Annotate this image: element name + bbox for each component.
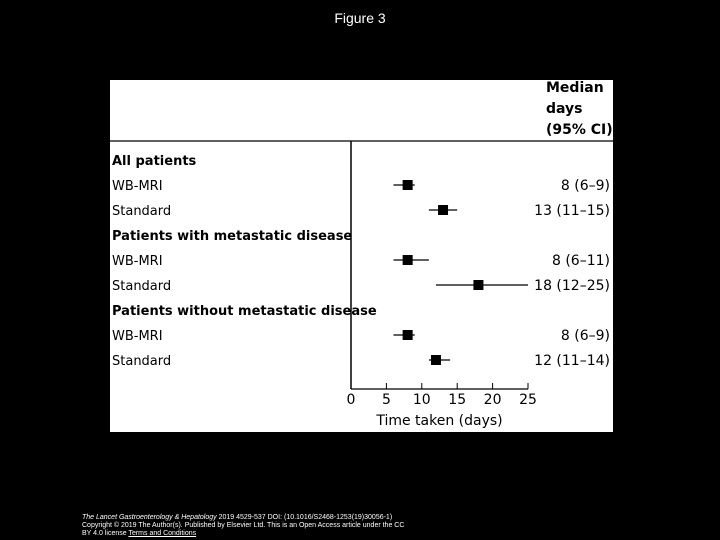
- row-label: Standard: [112, 204, 171, 219]
- group-heading: Patients without metastatic disease: [112, 304, 377, 319]
- group-heading: Patients with metastatic disease: [112, 229, 352, 244]
- citation-copyright: Copyright © 2019 The Author(s). Publishe…: [82, 522, 405, 529]
- x-tick-label: 15: [448, 392, 466, 408]
- x-tick-label: 5: [382, 392, 391, 408]
- median-marker: [402, 330, 413, 340]
- column-header-line: days: [546, 101, 583, 117]
- median-marker: [473, 280, 484, 290]
- slide-title: Figure 3: [334, 10, 386, 26]
- median-ci-value: 13 (11–15): [534, 203, 610, 219]
- citation: The Lancet Gastroenterology & Hepatology…: [82, 514, 502, 538]
- median-marker: [402, 255, 413, 265]
- x-tick-label: 10: [413, 392, 431, 408]
- median-ci-value: 12 (11–14): [534, 353, 610, 369]
- row-label: WB-MRI: [112, 179, 163, 194]
- column-header-line: (95% CI): [546, 122, 613, 138]
- median-ci-value: 8 (6–9): [561, 178, 610, 194]
- forest-plot: Median days (95% CI) 0 5 10 15 20 25 Time taken (…: [110, 80, 613, 429]
- citation-journal: The Lancet Gastroenterology & Hepatology: [82, 514, 217, 521]
- citation-doi: 2019 4529-537 DOI: (10.1016/S2468-1253(1…: [216, 514, 393, 521]
- median-marker: [430, 355, 441, 365]
- median-ci-value: 8 (6–11): [552, 253, 610, 269]
- x-tick-label: 25: [519, 392, 537, 408]
- median-marker: [438, 205, 449, 215]
- citation-license: BY 4.0 license: [82, 530, 129, 537]
- median-ci-value: 8 (6–9): [561, 328, 610, 344]
- row-label: Standard: [112, 354, 171, 369]
- terms-link[interactable]: Terms and Conditions: [128, 530, 197, 537]
- x-tick-label: 20: [484, 392, 502, 408]
- median-ci-value: 18 (12–25): [534, 278, 610, 294]
- row-label: Standard: [112, 279, 171, 294]
- row-label: WB-MRI: [112, 329, 163, 344]
- group-heading: All patients: [112, 154, 197, 169]
- median-marker: [402, 180, 413, 190]
- column-header-line: Median: [546, 80, 604, 96]
- figure-panel: Median days (95% CI) 0 5 10 15 20 25 Time taken (…: [110, 80, 613, 432]
- x-axis-label: Time taken (days): [375, 413, 502, 429]
- row-label: WB-MRI: [112, 254, 163, 269]
- x-tick-label: 0: [347, 392, 356, 408]
